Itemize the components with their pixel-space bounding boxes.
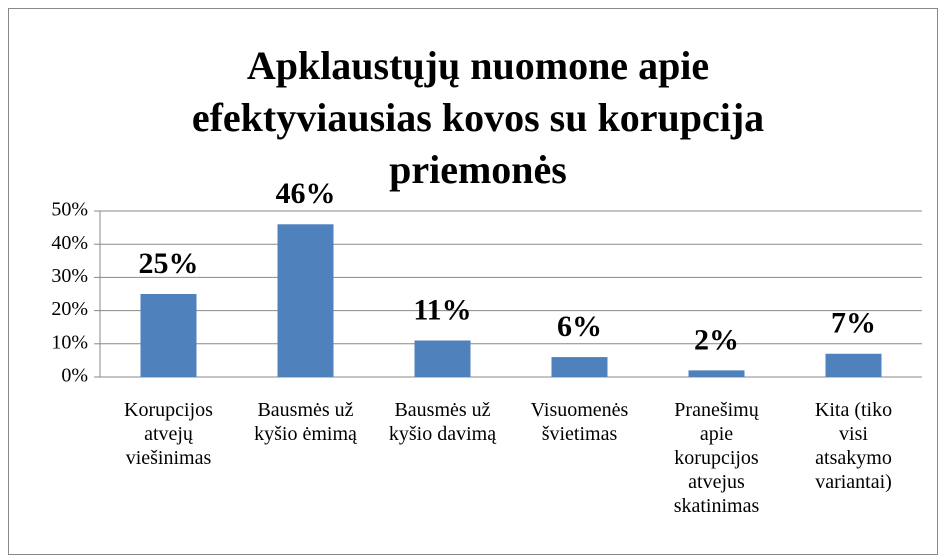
chart-title: Apklaustųjų nuomone apie (247, 43, 709, 88)
bar (688, 370, 745, 377)
y-tick-label: 40% (51, 232, 88, 254)
y-tick-label: 50% (51, 199, 88, 221)
x-tick-label: Kita (tiko visi atsakymo variantai) (814, 399, 893, 493)
data-label: 46% (276, 177, 336, 210)
y-tick-label: 20% (51, 298, 88, 320)
data-label: 7% (831, 307, 876, 340)
y-tick-label: 0% (61, 365, 88, 387)
bar (140, 294, 197, 377)
x-tick-label: Korupcijos atvejų viešinimas (124, 399, 213, 469)
data-label: 25% (139, 247, 199, 280)
chart-title: priemonės (389, 147, 567, 192)
x-tick-label: Bausmės už kyšio davimą (388, 399, 497, 445)
y-tick-label: 10% (51, 331, 88, 353)
chart-frame (8, 8, 938, 555)
y-tick-label: 30% (51, 265, 88, 287)
bar (551, 357, 608, 377)
x-tick-label: Visuomenės švietimas (530, 399, 629, 445)
chart-title: efektyviausias kovos su korupcija (192, 95, 764, 140)
data-label: 6% (557, 310, 602, 343)
data-label: 2% (694, 323, 739, 356)
bar (825, 353, 882, 377)
x-tick-label: Bausmės už kyšio ėmimą (254, 399, 357, 445)
x-tick-label: Pranešimų apie korupcijos atvejus skatin… (673, 399, 760, 517)
bar (277, 224, 334, 377)
bar (414, 340, 471, 377)
data-label: 11% (413, 293, 471, 326)
